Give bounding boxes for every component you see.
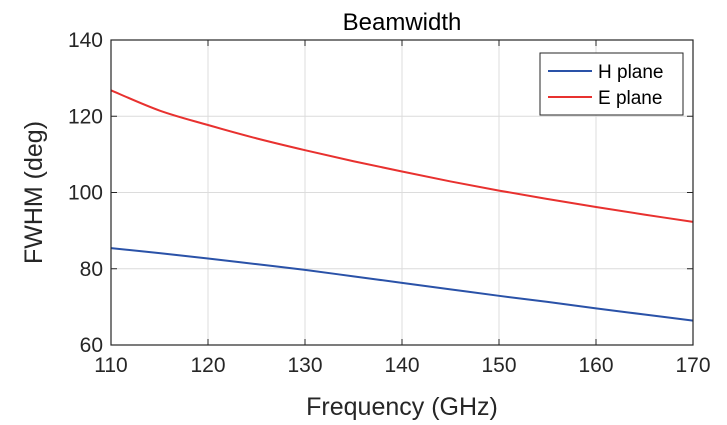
y-tick-label: 80 xyxy=(80,258,103,281)
chart-title: Beamwidth xyxy=(343,9,462,36)
series-line-h-plane xyxy=(110,247,694,322)
x-axis-ticks: 110 120 130 140 150 160 170 xyxy=(94,40,711,377)
y-tick-label: 100 xyxy=(68,182,103,205)
y-tick-label: 120 xyxy=(68,105,103,128)
legend: H plane E plane xyxy=(539,52,684,116)
y-tick-label: 60 xyxy=(80,334,103,357)
x-tick-label: 140 xyxy=(384,354,419,377)
x-tick-label: 170 xyxy=(675,354,710,377)
y-axis-ticks: 60 80 100 120 140 xyxy=(68,29,693,357)
x-tick-label: 150 xyxy=(481,354,516,377)
legend-label: H plane xyxy=(598,62,664,83)
x-tick-label: 130 xyxy=(287,354,322,377)
y-tick-label: 140 xyxy=(68,29,103,52)
series-line-e-plane xyxy=(110,89,694,223)
legend-box xyxy=(539,52,684,116)
legend-label: E plane xyxy=(598,88,662,109)
x-tick-label: 110 xyxy=(94,354,127,377)
x-tick-label: 120 xyxy=(190,354,225,377)
y-axis-label: FWHM (deg) xyxy=(20,121,48,264)
x-axis-label: Frequency (GHz) xyxy=(306,393,498,421)
x-tick-label: 160 xyxy=(578,354,613,377)
plot-series xyxy=(110,89,694,322)
